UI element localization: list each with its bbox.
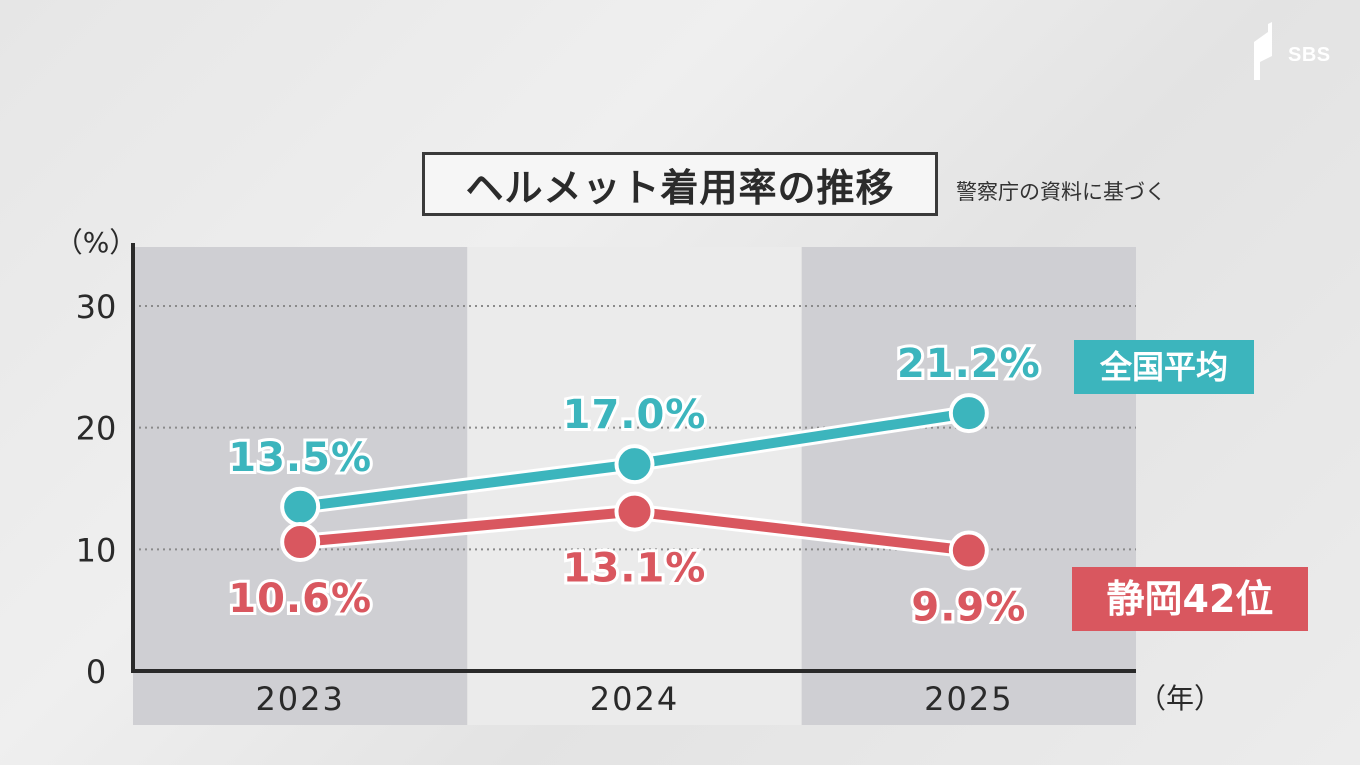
data-point [280,522,321,563]
category-bands [133,247,1136,725]
data-point [948,530,989,571]
source-note: 警察庁の資料に基づく [956,180,1166,204]
data-labels: 13.5% 17.0% 21.2% 10.6% 13.1% 9.9% [225,338,1042,633]
y-tick-label: 20 [76,410,117,448]
x-tick-label: 2024 [590,680,679,718]
y-tick-label: 10 [76,531,117,569]
data-label: 13.1% [563,546,707,592]
y-axis-label: （%） [55,226,138,259]
x-tick-label: 2023 [255,680,344,718]
data-label: 17.0% [563,392,707,438]
chart-title: ヘルメット着用率の推移 [422,152,938,216]
sbs-logo-icon [1254,22,1272,80]
series-layer [280,393,989,571]
x-axis-label: （年） [1138,682,1222,715]
data-label: 21.2% [897,341,1041,387]
legend-national-average: 全国平均 [1074,340,1254,394]
y-tick-label: 30 [76,288,117,326]
y-tick-label: 0 [86,653,106,691]
axes [131,243,1136,673]
x-tick-labels: 2023 2024 2025 [255,680,1013,718]
data-label: 9.9% [911,585,1026,631]
data-point [614,444,655,485]
sbs-logo: SBS [1246,22,1346,82]
data-point [280,486,321,527]
y-tick-labels: 0 10 20 30 [76,288,117,691]
data-label: 10.6% [228,576,372,622]
logo-text: SBS [1288,44,1331,66]
data-label: 13.5% [228,435,372,481]
legend-shizuoka-rank: 静岡42位 [1072,567,1308,631]
data-point [948,393,989,434]
data-point [614,491,655,532]
x-tick-label: 2025 [924,680,1013,718]
category-band-2025 [801,247,1136,725]
